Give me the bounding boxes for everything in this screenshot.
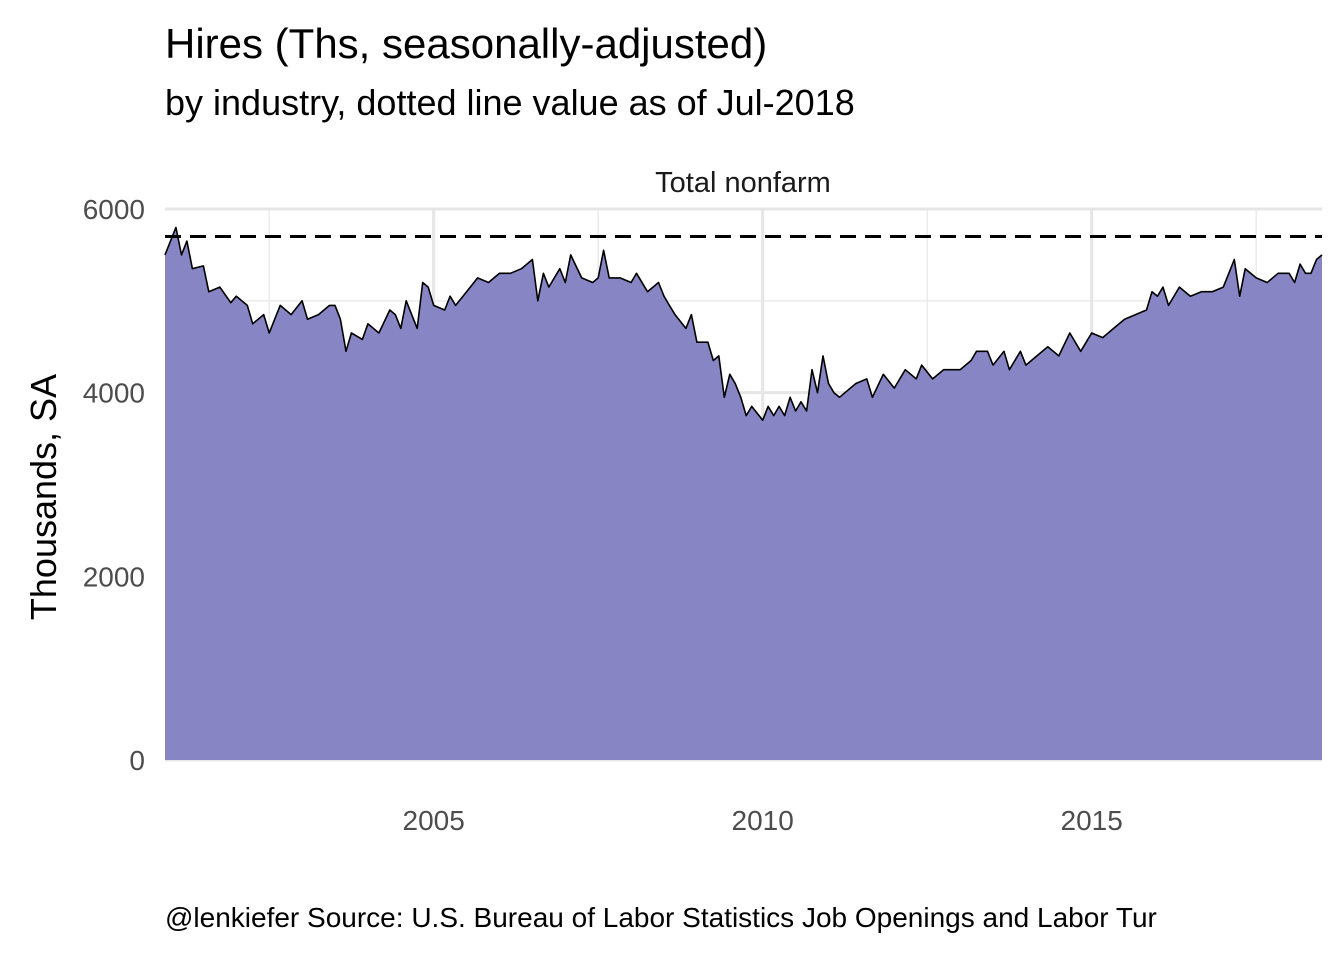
x-tick-label: 2010 bbox=[732, 805, 794, 836]
chart-caption: @lenkiefer Source: U.S. Bureau of Labor … bbox=[165, 902, 1157, 933]
x-tick-label: 2015 bbox=[1061, 805, 1123, 836]
y-axis-label: Thousands, SA bbox=[23, 374, 64, 620]
area-layer bbox=[164, 226, 1323, 760]
x-tick-label: 2005 bbox=[403, 805, 465, 836]
y-tick-label: 2000 bbox=[83, 561, 145, 592]
y-axis-tick-labels: 0 2000 4000 6000 bbox=[83, 194, 145, 776]
y-tick-label: 4000 bbox=[83, 378, 145, 409]
hires-line bbox=[164, 226, 1323, 421]
y-tick-label: 0 bbox=[129, 745, 145, 776]
chart-title: Hires (Ths, seasonally-adjusted) bbox=[165, 20, 768, 67]
chart-subtitle: by industry, dotted line value as of Jul… bbox=[165, 82, 855, 123]
hires-area bbox=[165, 227, 1322, 760]
x-axis-tick-labels: 2005 2010 2015 bbox=[403, 805, 1123, 836]
facet-strip-label: Total nonfarm bbox=[655, 167, 831, 199]
y-tick-label: 6000 bbox=[83, 194, 145, 225]
